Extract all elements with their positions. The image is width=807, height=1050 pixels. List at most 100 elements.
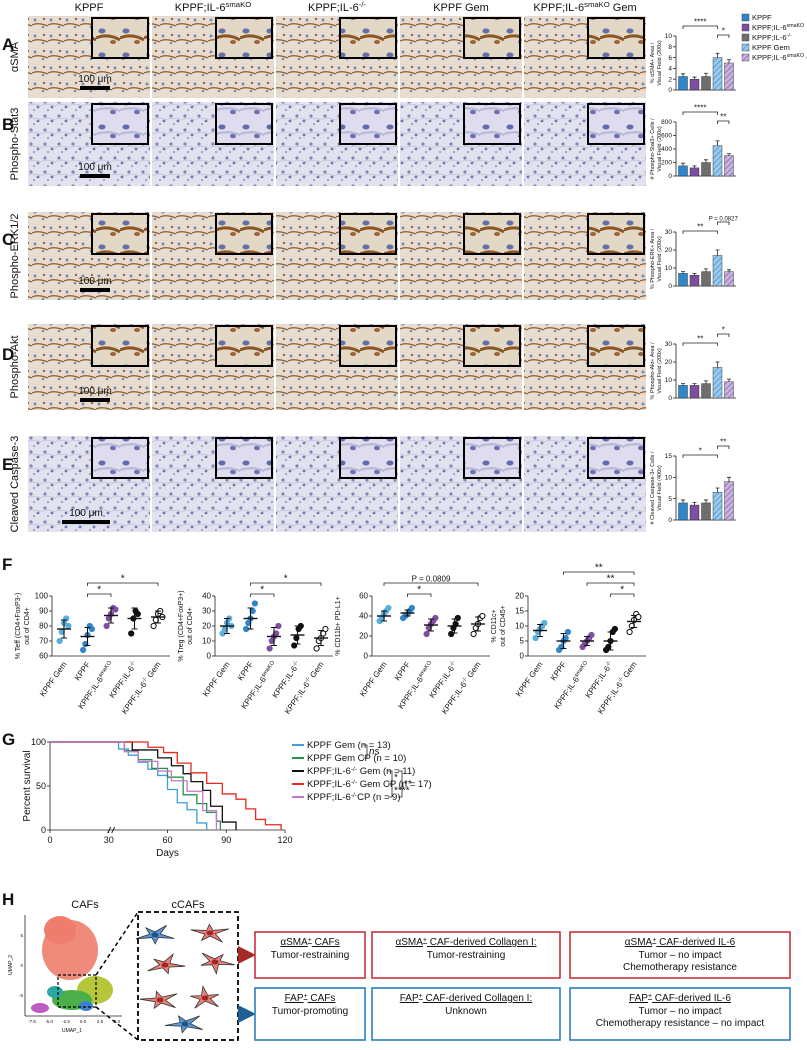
data-point [88,625,96,633]
sd-bar [318,629,324,647]
significance-label: * [260,585,264,596]
y-tick-label: 20 [515,592,524,601]
panel-letter: H [2,890,14,909]
significance-bracket [682,111,718,115]
significance-label: * [620,585,624,596]
significance-bracket [717,445,730,449]
text-part: smaKO [787,53,805,59]
micrograph-inset [463,325,521,367]
significance-bracket [717,120,730,124]
text-part: -/- [292,660,300,668]
text-part: CAF-derived IL-6 [652,993,731,1004]
significance-bracket [682,230,718,234]
text-part: FAP [400,993,419,1004]
bar [701,76,711,91]
text-part: Gem [610,2,637,14]
text-part: KPPF;IL-6 [752,53,787,62]
survival-curve [50,741,218,830]
panel-letter: D [2,345,14,364]
micrograph-inset [587,213,645,255]
text-part: Gem (n = 11) [357,766,415,777]
text-part: CP (n = 9) [357,792,400,803]
error-bar [681,73,685,77]
sd-bar [404,609,411,617]
micrograph-inset [463,437,521,479]
micrograph-inset [91,213,149,255]
cell-nucleus [211,959,219,965]
summary-box [371,987,561,1041]
y-tick-label: 15 [665,453,673,460]
summary-box [254,987,366,1041]
data-point [541,619,548,627]
column-header: KPPF;IL-6smaKO [175,0,251,14]
significance-bracket [87,582,159,586]
x-tick-label: KPPF [236,660,255,682]
bar [701,271,711,287]
micrograph-inset [339,213,397,255]
scale-bar-label: 100 μm [78,276,112,287]
y-tick-label: 15 [515,607,524,616]
y-tick-label: 6 [668,55,672,62]
bar [678,273,688,287]
axis-break [107,826,116,834]
bar [678,76,688,91]
error-bar [704,72,708,77]
micrograph-inset [215,325,273,367]
y-tick-label: 8 [668,44,672,51]
scale-bar-label: 100 μm [78,74,112,85]
column-header: KPPF Gem [433,2,489,14]
umap-art [24,911,256,1041]
panel-letter: A [2,35,14,54]
significance-label: * [699,447,702,456]
x-tick-label: KPPF Gem [358,660,389,699]
scale-bar [62,520,110,524]
bar [724,271,734,287]
text-part: Gem [307,660,326,681]
text-part: KPPF Gem CP (n = 10) [307,753,406,764]
box-line: Tumor – no impact [639,950,722,961]
panel-letter: E [2,455,13,474]
umap-title: CAFs [71,899,99,911]
sd-bar [247,607,254,630]
bar [712,145,723,177]
text-part: CAF-derived Collagen I: [423,993,533,1004]
micrograph-inset [339,17,397,59]
significance-bracket [407,593,432,597]
x-tick-label: 90 [221,835,231,845]
text-part: -/- [351,792,357,799]
significance-bracket [717,333,730,337]
sd-bar [451,618,458,634]
zoom-title: cCAFs [172,899,206,911]
significance-label: ** [404,779,412,790]
y-tick-label: 10 [665,475,673,482]
umap-x-tick: 0.0 [80,1019,87,1024]
micrograph-inset [91,437,149,479]
significance-bracket [586,582,635,586]
error-bar [681,499,685,503]
sd-bar [584,635,590,647]
row-label: Phospho-ERK1/2 [9,214,21,299]
x-tick-label: KPPF [73,660,92,682]
box-line: Tumor-restraining [271,950,350,961]
micrograph-inset [215,103,273,145]
text-part: Gem [804,53,807,62]
error-bar [692,383,697,386]
box-line: Chemotherapy resistance – no impact [596,1018,765,1029]
y-tick-label: 0 [520,652,525,661]
y-tick-label: 100 [31,737,46,747]
significance-label: **** [694,104,706,113]
y-tick-label: 5 [520,637,525,646]
significance-label: * [284,574,288,585]
text-part: Gem CP (n = 17) [357,779,432,790]
data-point [479,612,486,620]
text-part: CAFs [308,993,336,1004]
y-tick-label: 0 [668,517,672,524]
y-tick-label: 20 [665,359,673,366]
bar [712,255,723,287]
summary-box [569,987,791,1041]
micrograph-inset [463,103,521,145]
legend-label: KPPF [752,13,772,22]
column-header: KPPF;IL-6smaKO Gem [533,0,636,14]
bar [689,504,700,521]
x-tick-label: 60 [162,835,172,845]
